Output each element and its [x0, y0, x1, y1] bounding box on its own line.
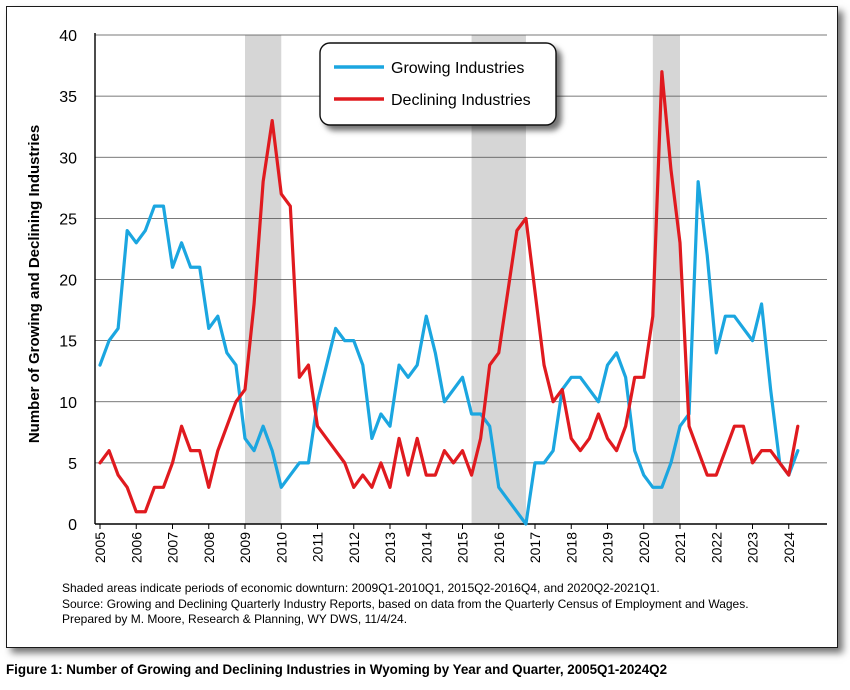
- y-tick-label-5: 5: [68, 456, 77, 473]
- x-tick-label-2016: 2016: [491, 532, 507, 563]
- y-tick-label-40: 40: [59, 28, 77, 45]
- x-tick-label-2017: 2017: [527, 532, 543, 563]
- figure-caption: Figure 1: Number of Growing and Declinin…: [6, 662, 668, 677]
- y-tick-label-30: 30: [59, 150, 77, 167]
- y-tick-label-25: 25: [59, 211, 77, 228]
- source-note: Source: Growing and Declining Quarterly …: [62, 596, 749, 611]
- x-tick-label-2022: 2022: [708, 532, 724, 563]
- x-tick-label-2008: 2008: [201, 532, 217, 563]
- x-tick-label-2024: 2024: [781, 532, 797, 563]
- x-tick-label-2007: 2007: [165, 532, 181, 563]
- y-axis-title: Number of Growing and Declining Industri…: [26, 125, 43, 443]
- x-tick-label-2009: 2009: [237, 532, 253, 563]
- x-tick-label-2005: 2005: [92, 532, 108, 563]
- x-tick-label-2011: 2011: [310, 532, 326, 562]
- y-tick-label-10: 10: [59, 395, 77, 412]
- x-tick-label-2021: 2021: [672, 532, 688, 563]
- figure-frame: 0 5 10 15 20 25 30 35 40 2005 2006 2007 2008 2009 2010…: [6, 6, 838, 648]
- shading-note: Shaded areas indicate periods of economi…: [62, 581, 660, 595]
- legend-box: [319, 42, 557, 126]
- prepared-by-note: Prepared by M. Moore, Research & Plannin…: [62, 612, 408, 627]
- series-line-declining: [98, 70, 800, 514]
- legend-label-declining: Declining Industries: [391, 92, 531, 109]
- x-tick-label-2010: 2010: [273, 532, 289, 563]
- series-line-growing: [98, 180, 800, 526]
- y-tick-label-15: 15: [59, 334, 77, 351]
- chart-notes: Shaded areas indicate periods of economi…: [62, 581, 749, 628]
- x-tick-label-2015: 2015: [455, 532, 471, 563]
- x-tick-label-2012: 2012: [346, 532, 362, 563]
- y-tick-label-20: 20: [59, 273, 77, 290]
- x-tick-label-2018: 2018: [563, 532, 579, 563]
- x-tick-label-2019: 2019: [600, 532, 616, 563]
- x-tick-label-2020: 2020: [636, 532, 652, 563]
- legend: Growing Industries Declining Industries: [319, 42, 557, 126]
- x-tick-label-2013: 2013: [382, 532, 398, 563]
- x-tick-label-2014: 2014: [418, 532, 434, 563]
- chart: 0 5 10 15 20 25 30 35 40 2005 2006 2007 2008 2009 2010…: [26, 28, 827, 563]
- y-tick-label-35: 35: [59, 89, 77, 106]
- legend-label-growing: Growing Industries: [391, 60, 524, 77]
- x-tick-label-2023: 2023: [745, 532, 761, 563]
- x-tick-label-2006: 2006: [128, 532, 144, 563]
- y-tick-label-0: 0: [68, 517, 77, 534]
